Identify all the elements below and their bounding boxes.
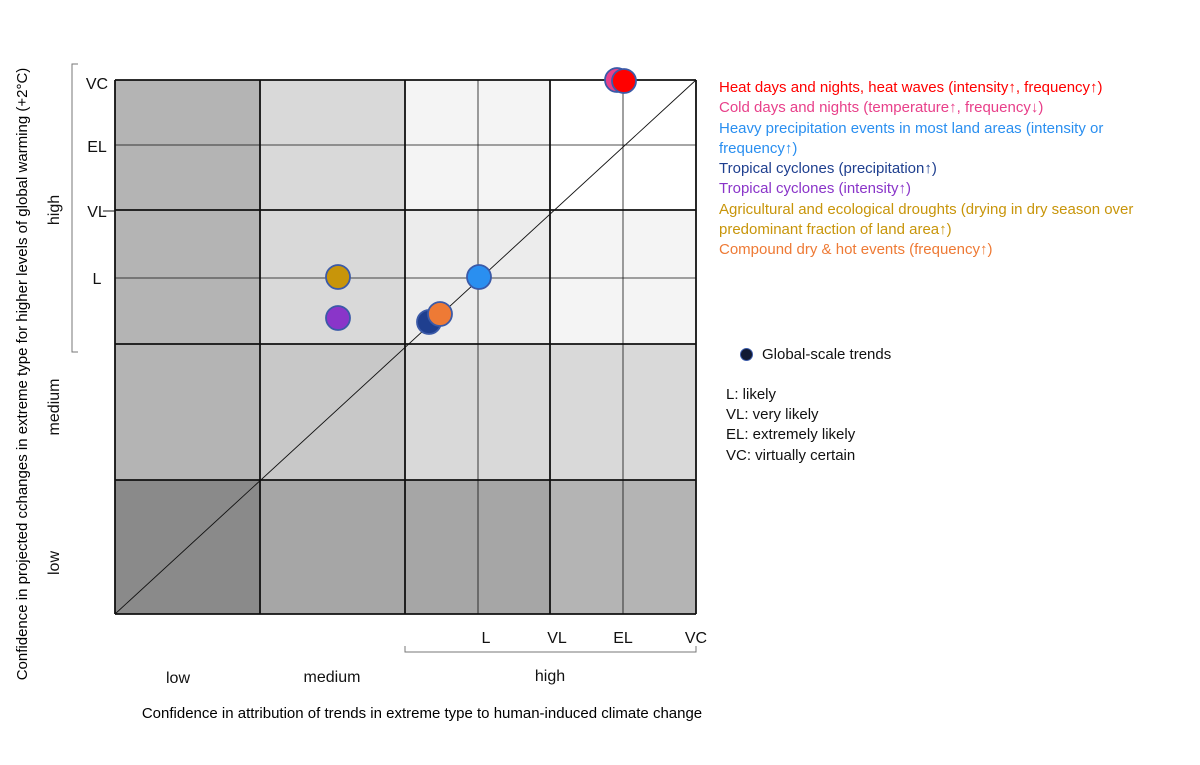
x-high-bracket [404,646,697,653]
x-axis-title: Confidence in attribution of trends in e… [142,705,702,722]
y-axis-title: Confidence in projected cchanges in extr… [14,68,31,681]
y-tick-vc: VC [86,76,108,93]
series-legend: Heat days and nights, heat waves (intens… [719,78,1159,261]
global-trends-dot-icon [740,348,753,361]
data-points [325,67,637,335]
global-trends-label: Global-scale trends [762,346,892,363]
point-0 [611,68,637,94]
point-2 [466,264,492,290]
x-category-high: high [535,668,565,685]
legend-entry-cold: Cold days and nights (temperature↑, freq… [719,99,1044,117]
y-high-bracket [71,63,78,353]
abbreviation-list: L: likely VL: very likely EL: extremely … [726,385,855,466]
legend-entry-tc-precip: Tropical cyclones (precipitation↑) [719,160,937,178]
legend-entry-heavy-precip: Heavy precipitation events in most land … [719,119,1104,157]
matrix-cell-r2-c1 [260,344,405,480]
legend-entry-compound: Compound dry & hot events (frequency↑) [719,241,993,259]
x-category-low: low [166,670,190,687]
point-4 [325,305,351,331]
x-tick-l: L [482,630,491,647]
y-category-low: low [46,551,63,575]
y-category-medium: medium [46,379,63,436]
y-category-high: high [46,195,63,225]
matrix-cell-r3-c2 [405,480,550,614]
legend-entry-droughts: Agricultural and ecological droughts (dr… [719,200,1134,239]
y-tick-l: L [93,271,102,288]
matrix-cell-r1-c0 [115,210,260,344]
abbr-virtually-certain: VC: virtually certain [726,446,856,464]
legend-entry-heat: Heat days and nights, heat waves (intens… [719,79,1103,96]
x-tick-vl: VL [547,630,567,647]
y-tick-el: EL [87,139,107,156]
abbr-likely: L: likely [726,386,777,403]
abbr-very-likely: VL: very likely [726,406,819,424]
x-tick-el: EL [613,630,633,647]
y-tick-vl: VL [87,204,107,221]
diagonal-line [114,79,697,615]
legend-entry-tc-intensity: Tropical cyclones (intensity↑) [719,180,912,198]
diagonal-line-group [114,79,697,615]
point-6 [427,301,453,327]
matrix-cell-r3-c1 [260,480,405,614]
x-tick-vc: VC [685,630,707,647]
x-category-medium: medium [304,669,361,686]
global-trends-key: Global-scale trends [740,346,891,363]
point-5 [325,264,351,290]
abbr-extremely-likely: EL: extremely likely [726,426,856,444]
matrix-cell-r2-c0 [115,344,260,480]
matrix-cell-r2-c2 [405,344,550,480]
